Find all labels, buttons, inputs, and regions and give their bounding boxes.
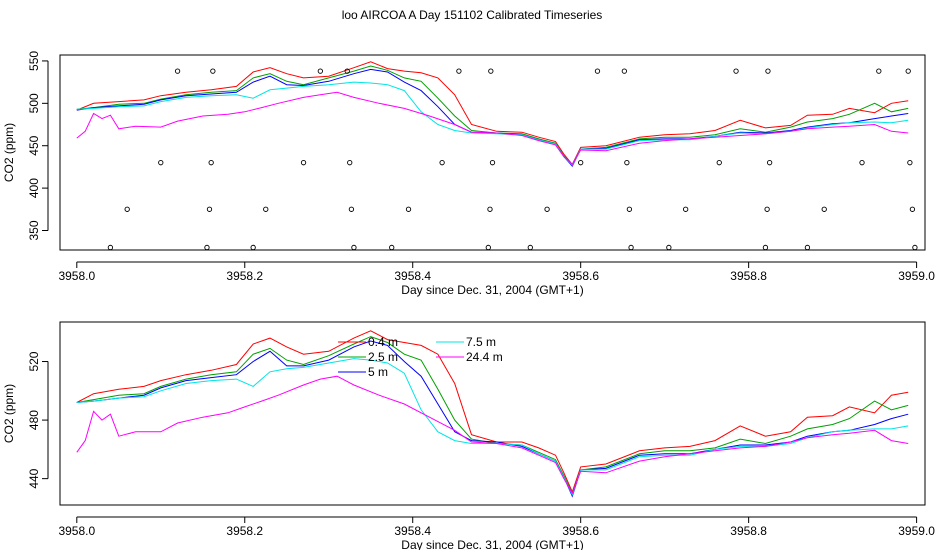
scatter-point xyxy=(666,244,672,251)
y-tick-label: 350 xyxy=(27,220,41,240)
plot-frame xyxy=(59,54,926,251)
scatter-point xyxy=(485,244,491,251)
x-tick-label: 3958.0 xyxy=(58,269,95,283)
scatter-point xyxy=(206,206,213,212)
scatter-point xyxy=(821,206,827,212)
scatter-point xyxy=(766,160,773,166)
legend-label: 5 m xyxy=(368,365,388,379)
scatter-point xyxy=(348,206,355,212)
scatter-point xyxy=(733,68,739,74)
y-tick-label: 480 xyxy=(27,410,41,430)
x-tick-label: 3959.0 xyxy=(898,269,935,283)
series-line xyxy=(76,340,909,498)
bottom-chart: 3958.0 3958.2 3958.4 3958.6 3958.8 3959.0 Day … xyxy=(2,321,935,550)
x-tick-label: 3958.8 xyxy=(730,524,767,538)
y-axis-label: CO2 (ppm) xyxy=(2,384,16,443)
top-chart: 3958.0 3958.2 3958.4 3958.6 3958.8 3959.0 Day … xyxy=(2,51,935,297)
legend: 0.4 m2.5 m5 m 7.5 m24.4 m xyxy=(338,335,503,379)
scatter-point xyxy=(124,206,130,212)
scatter-point xyxy=(907,160,913,166)
scatter-point xyxy=(683,206,689,212)
x-tick-label: 3958.6 xyxy=(562,524,599,538)
scatter-point xyxy=(594,68,601,74)
scatter-point xyxy=(905,68,911,74)
x-tick-label: 3958.4 xyxy=(394,524,431,538)
scatter-point xyxy=(158,160,164,166)
series-line xyxy=(76,61,909,166)
plot-frame xyxy=(59,321,926,506)
scatter-point xyxy=(107,244,114,251)
y-tick-label: 550 xyxy=(27,51,41,71)
scatter-point xyxy=(439,160,445,166)
scatter-point xyxy=(578,160,584,166)
scatter-point xyxy=(488,68,494,74)
x-tick-label: 3959.0 xyxy=(898,524,935,538)
x-tick-label: 3958.0 xyxy=(58,524,95,538)
scatter-point xyxy=(765,68,771,74)
x-tick-label: 3958.2 xyxy=(226,269,263,283)
x-tick-label: 3958.8 xyxy=(730,269,767,283)
legend-label: 24.4 m xyxy=(466,350,503,364)
series-line xyxy=(76,68,909,167)
scatter-point xyxy=(405,206,412,212)
scatter-point xyxy=(487,206,493,212)
x-tick-label: 3958.6 xyxy=(562,269,599,283)
scatter-point xyxy=(204,244,210,251)
scatter-point xyxy=(804,244,811,251)
scatter-point xyxy=(344,68,350,74)
legend-label: 0.4 m xyxy=(368,335,398,349)
x-tick-label: 3958.2 xyxy=(226,524,263,538)
scatter-point xyxy=(544,206,550,212)
legend-label: 7.5 m xyxy=(466,335,496,349)
y-tick-label: 520 xyxy=(27,351,41,371)
scatter-point xyxy=(250,244,256,251)
series-line xyxy=(76,330,909,494)
scatter-point xyxy=(389,244,395,251)
scatter-point xyxy=(764,206,770,212)
series-line xyxy=(76,91,909,166)
scatter-point xyxy=(626,206,633,212)
scatter-point xyxy=(456,68,462,74)
scatter-point xyxy=(347,160,353,166)
scatter-point xyxy=(317,68,323,74)
series-line xyxy=(76,375,909,495)
scatter-point xyxy=(912,244,918,251)
x-tick-label: 3958.4 xyxy=(394,269,431,283)
y-tick-label: 440 xyxy=(27,468,41,488)
x-axis-label: Day since Dec. 31, 2004 (GMT+1) xyxy=(401,283,583,297)
figure-title: loo AIRCOA A Day 151102 Calibrated Times… xyxy=(342,8,603,22)
scatter-point xyxy=(174,68,181,74)
scatter-point xyxy=(876,68,882,74)
legend-label: 2.5 m xyxy=(368,350,398,364)
scatter-point xyxy=(489,160,496,166)
y-tick-label: 500 xyxy=(27,93,41,113)
scatter-point xyxy=(859,160,865,166)
scatter-point xyxy=(210,68,216,74)
scatter-point xyxy=(909,206,916,212)
scatter-point xyxy=(208,160,214,166)
scatter-point xyxy=(621,68,627,74)
y-tick-label: 400 xyxy=(27,178,41,198)
series-line xyxy=(76,65,909,166)
y-axis-label: CO2 (ppm) xyxy=(2,123,16,182)
scatter-point xyxy=(762,244,769,251)
scatter-point xyxy=(716,160,722,166)
scatter-point xyxy=(527,244,533,251)
scatter-point xyxy=(351,244,357,251)
scatter-point xyxy=(300,160,307,166)
y-tick-label: 450 xyxy=(27,135,41,155)
scatter-point xyxy=(263,206,269,212)
x-axis-label: Day since Dec. 31, 2004 (GMT+1) xyxy=(401,538,583,550)
scatter-point xyxy=(624,160,630,166)
scatter-point xyxy=(628,244,634,251)
